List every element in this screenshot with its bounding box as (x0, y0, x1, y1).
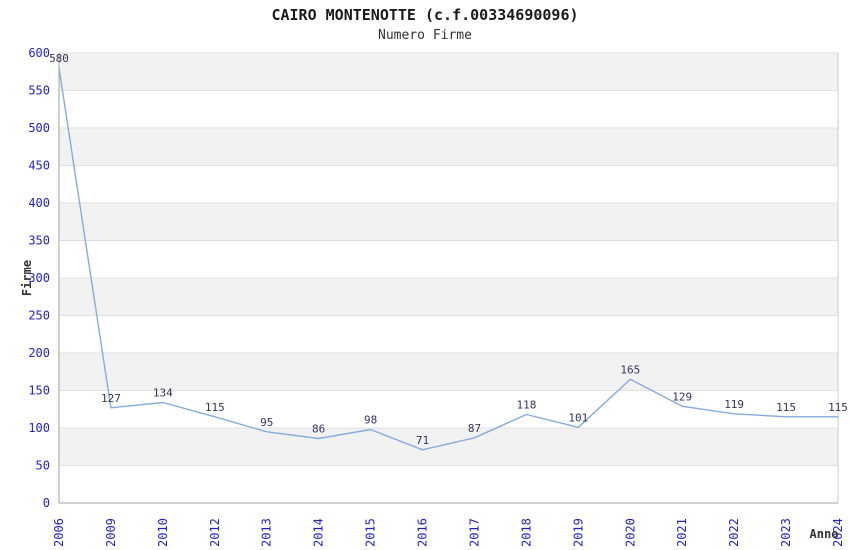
data-point-label: 86 (312, 423, 325, 436)
data-point-label: 115 (776, 401, 796, 414)
data-point-label: 165 (620, 363, 640, 376)
y-tick-label: 150 (28, 384, 50, 398)
x-tick-label: 2014 (312, 518, 326, 547)
data-point-label: 129 (672, 390, 692, 403)
plot-band (59, 278, 838, 316)
plot-band (59, 353, 838, 391)
x-tick-label: 2009 (104, 518, 118, 547)
x-tick-label: 2017 (467, 518, 481, 547)
plot-band (59, 428, 838, 466)
x-tick-label: 2022 (727, 518, 741, 547)
y-tick-label: 350 (28, 234, 50, 248)
x-tick-label: 2019 (571, 518, 585, 547)
x-tick-label: 2020 (623, 518, 637, 547)
data-line (58, 67, 839, 451)
x-tick-label: 2012 (208, 518, 222, 547)
plot-band (59, 128, 838, 166)
x-tick-label: 2016 (416, 518, 430, 547)
data-point-label: 95 (260, 416, 273, 429)
data-point-label: 115 (205, 401, 225, 414)
data-point-label: 71 (416, 434, 429, 447)
plot-band (59, 203, 838, 241)
plot-band (59, 53, 838, 91)
y-tick-label: 600 (28, 46, 50, 60)
x-axis-title: Anno (809, 527, 839, 541)
x-tick-label: 2015 (364, 518, 378, 547)
x-tick-label: 2013 (260, 518, 274, 547)
data-point-label: 87 (468, 422, 481, 435)
y-tick-label: 450 (28, 159, 50, 173)
data-point-label: 127 (101, 392, 121, 405)
y-tick-label: 50 (36, 459, 50, 473)
y-tick-label: 250 (28, 309, 50, 323)
x-tick-label: 2018 (519, 518, 533, 547)
y-tick-label: 100 (28, 421, 50, 435)
x-tick-label: 2021 (675, 518, 689, 547)
y-tick-label: 500 (28, 121, 50, 135)
chart-subtitle: Numero Firme (378, 28, 472, 43)
y-tick-label: 200 (28, 346, 50, 360)
x-tick-label: 2023 (779, 518, 793, 547)
chart-title: CAIRO MONTENOTTE (c.f.00334690096) (271, 6, 579, 24)
x-tick-label: 2024 (831, 518, 845, 547)
data-point-label: 98 (364, 414, 377, 427)
y-tick-label: 550 (28, 84, 50, 98)
data-point-label: 118 (516, 399, 536, 412)
y-axis-title: Firme (20, 259, 34, 297)
x-tick-label: 2006 (52, 518, 66, 547)
y-tick-label: 0 (43, 496, 50, 510)
data-point-label: 134 (153, 387, 173, 400)
data-point-label: 115 (828, 401, 848, 414)
y-tick-label: 400 (28, 196, 50, 210)
data-point-label: 119 (724, 398, 744, 411)
data-point-label: 101 (568, 411, 588, 424)
x-tick-label: 2010 (156, 518, 170, 547)
data-point-label: 580 (49, 52, 69, 65)
y-tick-label: 300 (28, 271, 50, 285)
